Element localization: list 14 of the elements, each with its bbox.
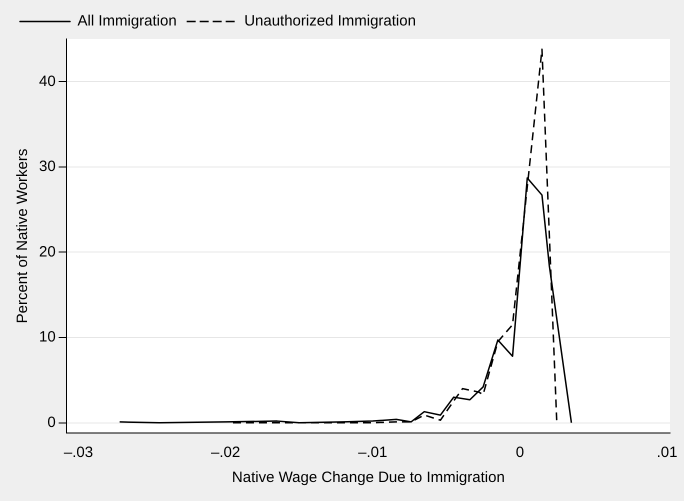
y-tick-label: 30	[38, 158, 56, 176]
y-tick-label: 20	[38, 243, 56, 260]
x-tick-label: 0	[516, 444, 524, 462]
x-tick-label: .01	[656, 444, 678, 462]
legend-label: Unauthorized Immigration	[244, 12, 416, 30]
x-tick-label: –.02	[211, 444, 240, 462]
y-tick-label: 0	[47, 414, 56, 431]
y-tick-label: 10	[38, 328, 56, 346]
y-axis-title: Percent of Native Workers	[14, 148, 32, 324]
x-tick-label: –.01	[358, 444, 388, 462]
x-axis-title: Native Wage Change Due to Immigration	[232, 469, 505, 486]
legend-label: All Immigration	[78, 12, 177, 30]
y-tick-label: 40	[38, 72, 56, 90]
x-tick-label: –.03	[64, 444, 94, 462]
